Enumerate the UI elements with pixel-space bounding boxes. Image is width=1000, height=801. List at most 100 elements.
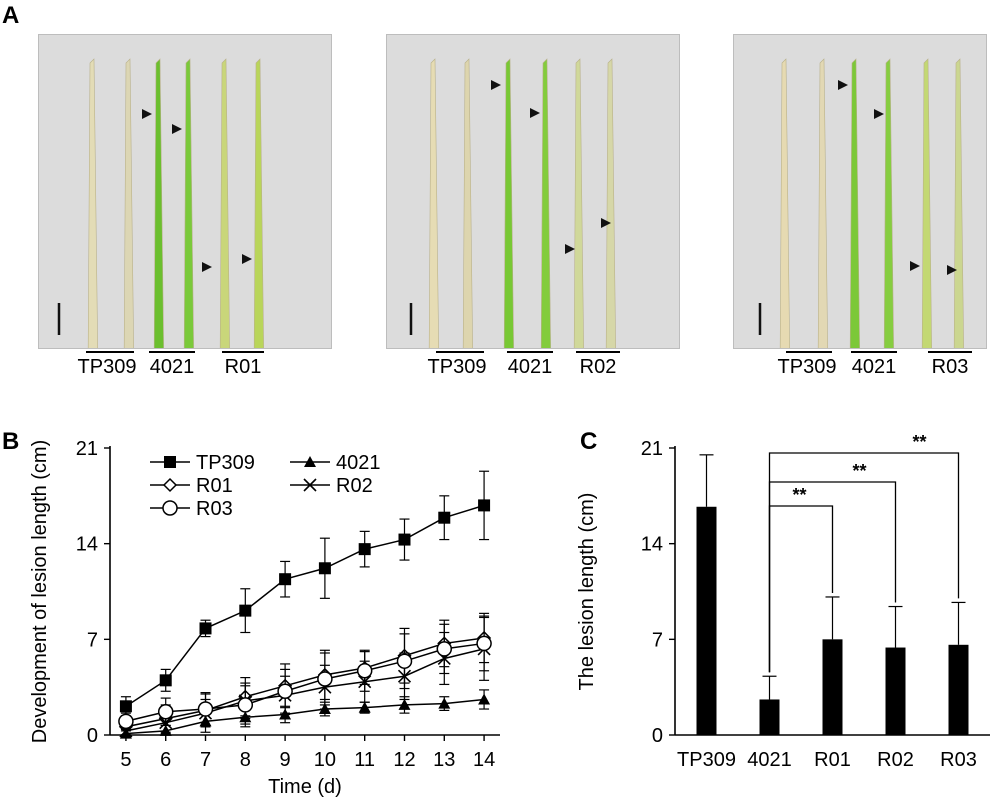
data-point — [438, 697, 451, 709]
bar — [759, 699, 780, 735]
data-point — [396, 653, 413, 669]
x-marker-stroke — [303, 478, 317, 492]
y-tick-label: 21 — [76, 438, 98, 460]
significance-label: ** — [792, 485, 806, 505]
data-point — [119, 700, 132, 713]
photo-3-label-2: 4021 — [851, 356, 897, 378]
leaf-photo-3-svg — [758, 58, 964, 348]
line-chart: 0 7 14 21 5 6 7 8 9 10 11 12 13 14 Time (d) Development… — [29, 438, 500, 798]
legend-label: R01 — [196, 475, 233, 497]
data-point — [358, 701, 371, 713]
series-line — [125, 642, 485, 723]
y-axis-label: Development of lesion length (cm) — [29, 440, 51, 743]
series-line — [125, 648, 485, 732]
leaf-blade — [183, 58, 194, 348]
group-line — [436, 351, 484, 353]
x-tick-label: 12 — [393, 749, 415, 771]
leaf-blade — [817, 58, 828, 348]
data-point — [436, 641, 453, 657]
arrowhead-marker — [601, 218, 611, 228]
series-r03 — [118, 615, 492, 731]
legend-label: TP309 — [196, 452, 255, 474]
arrowhead-marker — [910, 261, 920, 271]
leaf-blade — [921, 58, 932, 348]
leaf-blade — [779, 58, 790, 348]
arrowhead-marker — [838, 80, 848, 90]
bar-group — [948, 601, 969, 735]
arrowhead-marker — [874, 109, 884, 119]
data-point — [199, 622, 212, 635]
data-point — [478, 499, 491, 512]
y-tick-label: 14 — [641, 534, 663, 556]
data-point — [237, 697, 254, 713]
series-tp309 — [119, 470, 491, 717]
data-point — [159, 674, 172, 687]
panel-letter-c: C — [580, 428, 598, 455]
leaf-photo-2 — [386, 34, 680, 349]
leaf-blade — [953, 58, 964, 348]
bar — [822, 639, 843, 735]
y-tick-label: 7 — [652, 629, 663, 651]
photo-2-label-2: 4021 — [507, 356, 553, 378]
significance-label: ** — [912, 432, 926, 452]
data-point — [118, 713, 134, 730]
group-line — [928, 351, 972, 353]
data-point — [398, 698, 411, 710]
x-tick-label: 9 — [280, 749, 291, 771]
leaf-blade — [123, 58, 134, 348]
leaf-blade — [87, 58, 98, 348]
x-tick-label: 7 — [200, 749, 211, 771]
data-point — [358, 543, 371, 556]
legend-label: R03 — [196, 498, 233, 520]
leaf-photo-1-svg — [57, 58, 264, 348]
group-line — [576, 351, 620, 353]
leaf-photo-2-svg — [409, 58, 616, 348]
y-tick-label: 7 — [87, 629, 98, 651]
bar — [885, 647, 906, 735]
series-line — [125, 637, 485, 728]
series-4021 — [119, 689, 491, 739]
leaf-blade — [573, 58, 584, 348]
x-tick-label: 11 — [354, 749, 375, 771]
leaf-blade — [219, 58, 230, 348]
arrowhead-marker — [947, 265, 957, 275]
leaf-photo-3 — [733, 34, 987, 349]
leaf-blade — [153, 58, 164, 348]
x-tick-label: 8 — [240, 749, 251, 771]
legend-item: R02 — [290, 475, 373, 497]
panel-letter-b: B — [2, 428, 20, 455]
y-tick-label: 14 — [76, 534, 98, 556]
x-axis-label: Time (d) — [268, 776, 342, 798]
data-point — [239, 604, 252, 617]
leaf-blade — [428, 58, 439, 348]
legend-marker — [164, 456, 176, 468]
data-point — [317, 671, 333, 687]
legend-label: 4021 — [336, 452, 381, 474]
legend-item: TP309 — [150, 452, 255, 474]
photo-3-label-3: R03 — [931, 356, 969, 378]
y-tick-label: 0 — [652, 725, 663, 747]
x-tick-label: 13 — [433, 749, 455, 771]
leaf-blade — [462, 58, 473, 348]
leaf-blade — [253, 58, 264, 348]
significance-bracket: ** — [768, 432, 960, 673]
arrowhead-marker — [202, 262, 212, 272]
data-point — [476, 635, 492, 652]
bar-group — [696, 454, 717, 735]
leaf-blade — [605, 58, 616, 348]
group-line — [86, 351, 134, 353]
legend-label: R02 — [336, 475, 373, 497]
legend-marker — [303, 478, 317, 492]
arrowhead-marker — [565, 244, 575, 254]
leaf-blade — [883, 58, 894, 348]
y-axis-label: The lesion length (cm) — [576, 493, 598, 691]
series-line — [125, 698, 485, 735]
legend-item: R03 — [150, 498, 233, 520]
group-line — [851, 351, 897, 353]
data-point — [356, 663, 373, 679]
bar-group — [822, 596, 843, 735]
bar-group — [759, 675, 780, 735]
bar — [948, 644, 969, 735]
bracket-line — [768, 452, 960, 673]
x-tick-label: R02 — [877, 749, 914, 771]
